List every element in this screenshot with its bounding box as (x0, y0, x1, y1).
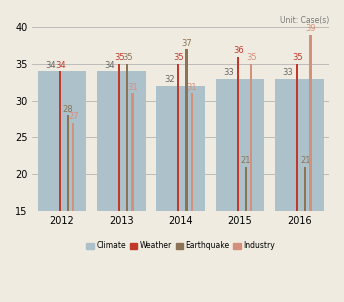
Bar (296, 64, 298, 211)
Bar (97, 72, 146, 211)
Bar (131, 93, 134, 211)
Text: 36: 36 (233, 46, 244, 55)
Text: 32: 32 (164, 75, 175, 84)
Bar (250, 64, 252, 211)
Bar (216, 79, 264, 211)
Bar (67, 115, 69, 211)
Bar (118, 64, 120, 211)
Text: 21: 21 (300, 156, 311, 165)
Text: 27: 27 (68, 112, 79, 121)
Text: 35: 35 (122, 53, 132, 62)
Text: 31: 31 (187, 83, 197, 92)
Bar (58, 72, 61, 211)
Text: 35: 35 (292, 53, 303, 62)
Bar (237, 57, 239, 211)
Text: 28: 28 (63, 104, 73, 114)
Bar (185, 50, 188, 211)
Text: 31: 31 (127, 83, 138, 92)
Text: Unit: Case(s): Unit: Case(s) (280, 16, 329, 25)
Text: 33: 33 (223, 68, 234, 77)
Bar (38, 72, 86, 211)
Bar (126, 64, 128, 211)
Bar (245, 167, 247, 211)
Text: 34: 34 (45, 61, 56, 70)
Bar (275, 79, 324, 211)
Text: 37: 37 (181, 39, 192, 48)
Bar (304, 167, 307, 211)
Bar (310, 35, 312, 211)
Legend: Climate, Weather, Earthquake, Industry: Climate, Weather, Earthquake, Industry (83, 238, 278, 253)
Text: 35: 35 (174, 53, 184, 62)
Bar (177, 64, 180, 211)
Text: 21: 21 (241, 156, 251, 165)
Bar (157, 86, 205, 211)
Text: 33: 33 (283, 68, 293, 77)
Text: 35: 35 (246, 53, 257, 62)
Text: 35: 35 (114, 53, 125, 62)
Text: 34: 34 (105, 61, 115, 70)
Bar (72, 123, 74, 211)
Text: 39: 39 (305, 24, 316, 33)
Bar (191, 93, 193, 211)
Text: 34: 34 (55, 61, 66, 70)
